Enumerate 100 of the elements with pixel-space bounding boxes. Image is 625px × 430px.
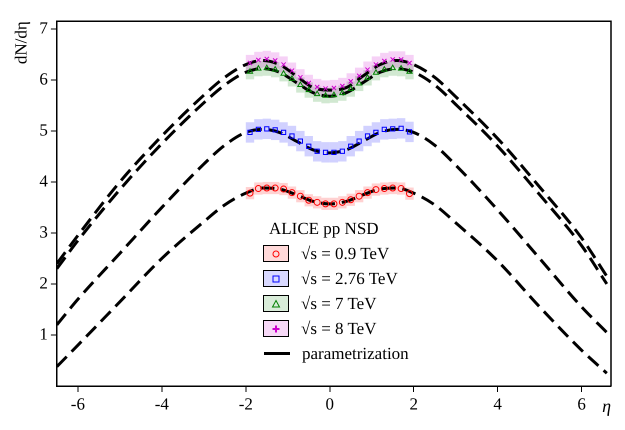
- x-tick-label: -6: [70, 394, 85, 414]
- point: [272, 184, 279, 192]
- point: [314, 198, 321, 206]
- x-axis-title: η: [602, 396, 612, 416]
- point: [382, 126, 387, 132]
- point: [272, 66, 278, 72]
- point: [364, 189, 372, 196]
- point: [398, 185, 405, 192]
- x-tick-label: 4: [493, 394, 502, 414]
- point: [331, 85, 337, 91]
- point: [380, 185, 388, 192]
- point: [356, 73, 362, 78]
- point: [339, 90, 346, 96]
- point: [254, 185, 262, 192]
- point: [314, 84, 320, 90]
- point: [288, 189, 296, 196]
- point: [348, 144, 354, 149]
- point: [322, 86, 328, 92]
- point: [406, 68, 413, 74]
- point: [347, 196, 354, 204]
- point: [348, 78, 354, 84]
- point: [330, 92, 338, 98]
- point: [322, 92, 329, 98]
- point: [256, 57, 262, 63]
- y-tick-label: 5: [39, 120, 48, 140]
- point: [280, 130, 286, 136]
- point: [255, 65, 262, 71]
- point: [306, 80, 312, 86]
- y-tick-label: 4: [39, 171, 48, 190]
- point: [330, 200, 338, 208]
- point: [298, 138, 303, 144]
- point: [398, 56, 404, 62]
- y-tick-label: 7: [39, 18, 48, 38]
- point: [247, 60, 253, 66]
- point: [314, 90, 320, 96]
- legend-title: ALICE pp NSD: [268, 218, 380, 240]
- point: [373, 130, 379, 136]
- point: [338, 198, 346, 206]
- x-tick-label: 2: [409, 394, 418, 414]
- point: [340, 148, 345, 154]
- point: [390, 126, 396, 132]
- point: [406, 129, 412, 135]
- point: [398, 126, 404, 131]
- point: [246, 190, 254, 197]
- point: [356, 192, 363, 200]
- point: [272, 127, 278, 132]
- point: [406, 190, 414, 198]
- point: [314, 148, 320, 154]
- y-tick-label: 6: [39, 69, 48, 88]
- point: [322, 150, 328, 155]
- point: [305, 196, 312, 204]
- point: [256, 126, 262, 132]
- y-tick-label: 3: [39, 222, 48, 242]
- point: [322, 200, 330, 208]
- point: [280, 70, 287, 76]
- point: [289, 68, 295, 74]
- point: [263, 184, 270, 192]
- legend-label: √s = 7 TeV: [301, 293, 376, 315]
- x-tick-label: 0: [326, 394, 334, 414]
- point: [372, 69, 380, 75]
- point: [280, 186, 288, 193]
- point: [340, 83, 345, 89]
- point: [364, 67, 370, 72]
- point: [264, 56, 270, 62]
- point: [390, 56, 396, 62]
- y-tick-label: 1: [39, 324, 48, 344]
- point: [306, 144, 312, 149]
- point: [272, 58, 278, 64]
- y-tick-label: 2: [39, 273, 48, 292]
- point: [264, 64, 270, 70]
- point: [306, 86, 312, 92]
- point: [280, 62, 286, 68]
- legend-label: √s = 0.9 TeV: [301, 243, 390, 265]
- point: [390, 64, 396, 70]
- legend-label: parametrization: [302, 343, 409, 365]
- point: [289, 133, 295, 139]
- point: [246, 68, 254, 74]
- point: [356, 138, 362, 144]
- point: [296, 192, 304, 200]
- x-tick-label: -2: [238, 394, 253, 414]
- point: [398, 65, 404, 71]
- point: [389, 184, 396, 192]
- point: [373, 62, 379, 68]
- point: [297, 81, 304, 87]
- point: [382, 58, 387, 64]
- point: [348, 86, 354, 92]
- point: [331, 150, 337, 155]
- x-tick-label: -4: [154, 394, 170, 414]
- x-tick-label: 6: [577, 394, 586, 414]
- point: [247, 130, 253, 136]
- point: [364, 133, 370, 139]
- legend-label: √s = 8 TeV: [301, 318, 376, 340]
- point: [264, 126, 270, 132]
- point: [372, 186, 380, 194]
- point: [298, 74, 303, 80]
- legend-label: √s = 2.76 TeV: [301, 268, 398, 290]
- point: [381, 66, 388, 72]
- point: [406, 60, 412, 66]
- y-axis-title: dN/dη: [12, 21, 31, 64]
- point: [288, 75, 296, 81]
